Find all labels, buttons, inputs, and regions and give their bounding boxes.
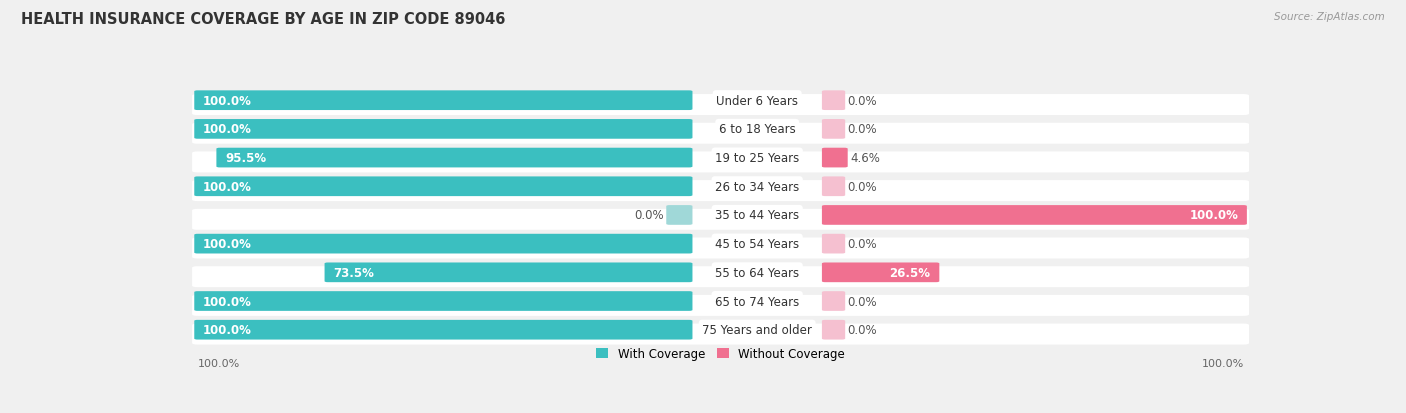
FancyBboxPatch shape — [193, 181, 1249, 202]
FancyBboxPatch shape — [666, 206, 693, 225]
Text: 100.0%: 100.0% — [202, 180, 252, 193]
FancyBboxPatch shape — [193, 295, 1249, 316]
Text: 19 to 25 Years: 19 to 25 Years — [716, 152, 800, 165]
FancyBboxPatch shape — [193, 152, 1249, 173]
FancyBboxPatch shape — [193, 123, 1249, 145]
FancyBboxPatch shape — [194, 120, 693, 140]
FancyBboxPatch shape — [194, 91, 693, 111]
Text: 100.0%: 100.0% — [202, 295, 252, 308]
Text: 0.0%: 0.0% — [848, 95, 877, 107]
FancyBboxPatch shape — [823, 320, 845, 340]
Text: 73.5%: 73.5% — [333, 266, 374, 279]
Text: 100.0%: 100.0% — [1189, 209, 1239, 222]
Text: 100.0%: 100.0% — [202, 123, 252, 136]
Text: 100.0%: 100.0% — [202, 237, 252, 251]
Text: 0.0%: 0.0% — [848, 123, 877, 136]
Text: 0.0%: 0.0% — [848, 295, 877, 308]
Text: 65 to 74 Years: 65 to 74 Years — [716, 295, 800, 308]
FancyBboxPatch shape — [823, 206, 1247, 225]
Text: HEALTH INSURANCE COVERAGE BY AGE IN ZIP CODE 89046: HEALTH INSURANCE COVERAGE BY AGE IN ZIP … — [21, 12, 506, 27]
FancyBboxPatch shape — [823, 292, 845, 311]
Text: 26.5%: 26.5% — [890, 266, 931, 279]
FancyBboxPatch shape — [823, 91, 845, 111]
Text: 26 to 34 Years: 26 to 34 Years — [716, 180, 800, 193]
FancyBboxPatch shape — [193, 324, 1249, 345]
Text: 100.0%: 100.0% — [202, 323, 252, 337]
Text: 75 Years and older: 75 Years and older — [702, 323, 813, 337]
Text: 45 to 54 Years: 45 to 54 Years — [716, 237, 799, 251]
Text: Under 6 Years: Under 6 Years — [716, 95, 799, 107]
FancyBboxPatch shape — [194, 320, 693, 340]
FancyBboxPatch shape — [823, 263, 939, 282]
Legend: With Coverage, Without Coverage: With Coverage, Without Coverage — [592, 342, 849, 365]
FancyBboxPatch shape — [194, 177, 693, 197]
FancyBboxPatch shape — [193, 95, 1249, 116]
Text: 0.0%: 0.0% — [634, 209, 664, 222]
Text: 95.5%: 95.5% — [225, 152, 266, 165]
Text: Source: ZipAtlas.com: Source: ZipAtlas.com — [1274, 12, 1385, 22]
FancyBboxPatch shape — [194, 234, 693, 254]
FancyBboxPatch shape — [193, 209, 1249, 230]
FancyBboxPatch shape — [823, 120, 845, 140]
Text: 0.0%: 0.0% — [848, 180, 877, 193]
FancyBboxPatch shape — [325, 263, 693, 282]
Text: 0.0%: 0.0% — [848, 323, 877, 337]
Text: 35 to 44 Years: 35 to 44 Years — [716, 209, 799, 222]
FancyBboxPatch shape — [193, 238, 1249, 259]
FancyBboxPatch shape — [823, 148, 848, 168]
FancyBboxPatch shape — [823, 177, 845, 197]
Text: 100.0%: 100.0% — [197, 358, 240, 368]
FancyBboxPatch shape — [193, 266, 1249, 287]
FancyBboxPatch shape — [823, 234, 845, 254]
Text: 6 to 18 Years: 6 to 18 Years — [718, 123, 796, 136]
FancyBboxPatch shape — [217, 148, 693, 168]
Text: 4.6%: 4.6% — [849, 152, 880, 165]
Text: 0.0%: 0.0% — [848, 237, 877, 251]
Text: 100.0%: 100.0% — [1201, 358, 1244, 368]
FancyBboxPatch shape — [194, 292, 693, 311]
Text: 100.0%: 100.0% — [202, 95, 252, 107]
Text: 55 to 64 Years: 55 to 64 Years — [716, 266, 799, 279]
